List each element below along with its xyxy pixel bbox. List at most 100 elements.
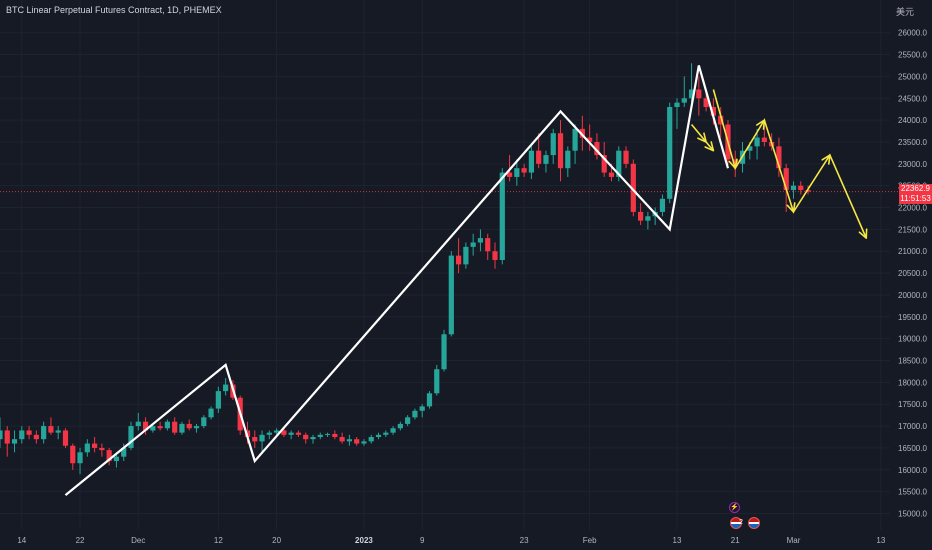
candle-up (790, 185, 797, 191)
candle-down (157, 426, 163, 429)
candle-up (346, 439, 352, 442)
candle-up (674, 102, 680, 107)
candle-down (630, 163, 636, 212)
y-tick-label: 24000.0 (898, 116, 927, 125)
candle-down (594, 141, 600, 156)
candle-up (550, 133, 556, 156)
x-tick-label: 13 (876, 536, 885, 545)
us-flag-icon[interactable] (730, 517, 742, 529)
x-tick-label: 22 (76, 536, 85, 545)
candle-down (492, 251, 498, 260)
candle-up (499, 172, 505, 260)
x-tick-label: 2023 (355, 536, 373, 545)
chart-title: BTC Linear Perpetual Futures Contract, 1… (6, 5, 222, 15)
candle-up (0, 430, 3, 440)
us-flag-icon[interactable] (748, 517, 760, 529)
arrowhead (697, 132, 707, 143)
candle-up (565, 150, 571, 169)
y-tick-label: 19500.0 (898, 313, 927, 322)
candle-down (587, 137, 593, 142)
x-tick-label: Mar (787, 536, 801, 545)
candle-up (426, 393, 433, 407)
candle-up (477, 238, 484, 243)
candle-up (463, 246, 469, 265)
candle-up (412, 410, 418, 418)
y-tick-label: 18500.0 (898, 357, 927, 366)
candle-up (317, 434, 323, 438)
y-tick-label: 21000.0 (898, 247, 927, 256)
candle-down (26, 430, 32, 435)
candle-down (761, 137, 767, 142)
candle-up (688, 89, 695, 99)
candle-down (608, 172, 615, 177)
y-tick-label: 16000.0 (898, 466, 927, 475)
candle-up (528, 150, 534, 173)
candle-down (33, 434, 39, 440)
candle-up (324, 433, 331, 435)
candle-down (798, 185, 804, 191)
candle-up (121, 447, 127, 457)
candle-down (557, 133, 564, 169)
candle-down (252, 437, 258, 442)
candle-down (99, 447, 105, 451)
candle-up (645, 216, 651, 221)
lightning-icon[interactable]: ⚡ (729, 502, 740, 513)
arrowhead (756, 119, 766, 130)
y-tick-label: 21500.0 (898, 225, 927, 234)
candle-up (215, 391, 221, 409)
y-tick-label: 25000.0 (898, 72, 927, 81)
candle-down (521, 168, 527, 173)
candle-down (703, 98, 709, 107)
candle-up (41, 426, 47, 440)
candle-up (164, 421, 170, 429)
x-tick-label: Dec (131, 536, 145, 545)
candle-down (710, 106, 716, 116)
candle-up (84, 443, 90, 453)
candle-down (718, 115, 724, 125)
last-price-tag: 22362.9 (899, 184, 932, 194)
candle-down (4, 430, 10, 444)
candle-up (681, 98, 687, 103)
y-tick-label: 23000.0 (898, 160, 927, 169)
candle-down (783, 168, 789, 191)
y-tick-label: 18000.0 (898, 378, 927, 387)
candle-down (186, 423, 192, 429)
candle-up (361, 441, 367, 444)
candle-down (456, 255, 462, 265)
candle-up (223, 384, 229, 392)
y-tick-label: 25500.0 (898, 51, 927, 60)
candle-up (55, 430, 61, 433)
x-tick-label: 14 (17, 536, 26, 545)
x-tick-label: 12 (214, 536, 223, 545)
candle-up (383, 432, 389, 435)
candle-up (135, 421, 141, 427)
candle-up (150, 426, 156, 431)
candle-up (572, 128, 578, 151)
candle-down (732, 159, 738, 164)
candle-up (375, 434, 382, 438)
candle-up (405, 417, 411, 424)
candle-down (339, 437, 345, 442)
candle-down (142, 421, 149, 431)
candle-up (514, 168, 520, 177)
y-tick-label: 23500.0 (898, 138, 927, 147)
yellow-path-1 (712, 89, 868, 239)
candle-down (106, 450, 112, 462)
candle-up (470, 242, 476, 247)
candle-down (623, 150, 629, 164)
candle-up (543, 155, 549, 164)
candle-down (281, 430, 287, 435)
candle-down (696, 89, 702, 99)
candle-up (179, 423, 185, 433)
candle-down (776, 146, 782, 169)
candle-up (11, 439, 18, 444)
candle-up (419, 406, 425, 411)
candle-up (288, 432, 294, 435)
candle-down (579, 128, 585, 138)
y-tick-label: 17500.0 (898, 400, 927, 409)
y-tick-label: 20000.0 (898, 291, 927, 300)
candle-up (434, 369, 440, 394)
candle-down (48, 426, 54, 433)
